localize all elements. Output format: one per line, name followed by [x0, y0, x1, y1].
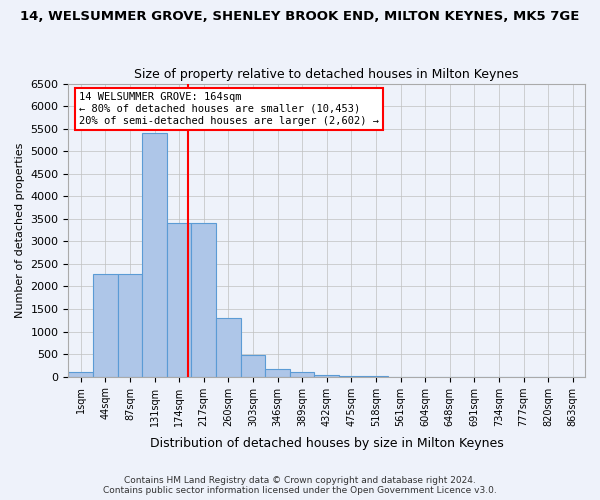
- Bar: [241, 356, 265, 376]
- Text: 14, WELSUMMER GROVE, SHENLEY BROOK END, MILTON KEYNES, MK5 7GE: 14, WELSUMMER GROVE, SHENLEY BROOK END, …: [20, 10, 580, 23]
- Bar: [167, 224, 191, 376]
- Bar: [68, 372, 93, 376]
- X-axis label: Distribution of detached houses by size in Milton Keynes: Distribution of detached houses by size …: [150, 437, 503, 450]
- Bar: [191, 224, 216, 376]
- Title: Size of property relative to detached houses in Milton Keynes: Size of property relative to detached ho…: [134, 68, 519, 81]
- Bar: [118, 274, 142, 376]
- Text: Contains HM Land Registry data © Crown copyright and database right 2024.
Contai: Contains HM Land Registry data © Crown c…: [103, 476, 497, 495]
- Y-axis label: Number of detached properties: Number of detached properties: [15, 142, 25, 318]
- Bar: [142, 133, 167, 376]
- Text: 14 WELSUMMER GROVE: 164sqm
← 80% of detached houses are smaller (10,453)
20% of : 14 WELSUMMER GROVE: 164sqm ← 80% of deta…: [79, 92, 379, 126]
- Bar: [216, 318, 241, 376]
- Bar: [290, 372, 314, 376]
- Bar: [93, 274, 118, 376]
- Bar: [265, 369, 290, 376]
